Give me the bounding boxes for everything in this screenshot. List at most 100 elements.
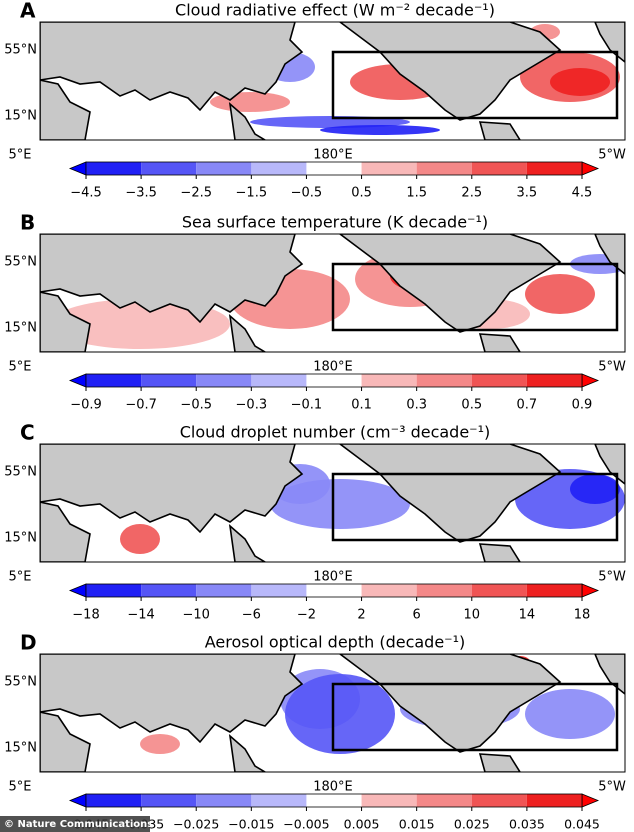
land (228, 524, 267, 562)
colorbar-segment (526, 162, 582, 175)
lon-label: 180°E (313, 780, 353, 795)
land (478, 121, 521, 140)
colorbar-extend (68, 373, 87, 388)
study-region (331, 262, 619, 332)
colorbar-segment (196, 584, 252, 597)
panel-letter: A (20, 0, 36, 23)
land (478, 543, 521, 562)
colorbar-tick-label: −0.7 (125, 398, 157, 413)
colorbar-segment (306, 374, 362, 387)
map (39, 233, 626, 353)
colorbar-segment (361, 374, 417, 387)
colorbar-tick-label: −1.5 (236, 186, 268, 201)
colorbar-tick-label: −10 (183, 608, 210, 623)
colorbar-segment (141, 584, 197, 597)
colorbar-segment (306, 794, 362, 807)
anomaly-region (120, 524, 160, 554)
colorbar-segment (416, 794, 472, 807)
colorbar-tick-label: 0.5 (461, 398, 482, 413)
colorbar-tick-label: −0.3 (236, 398, 268, 413)
colorbar-extend (68, 793, 87, 808)
colorbar-segment (251, 794, 307, 807)
colorbar-tick-label: −0.9 (70, 398, 102, 413)
map-content (40, 444, 625, 562)
colorbar-tick-label: 0.1 (351, 398, 372, 413)
anomaly-region (285, 674, 395, 754)
colorbar-tick-label: 0.7 (517, 398, 538, 413)
lon-label: 180°E (313, 360, 353, 375)
map-frame (39, 21, 626, 141)
panel-title: Cloud radiative effect (W m⁻² decade⁻¹) (175, 1, 495, 20)
colorbar-segment (86, 374, 142, 387)
anomaly-region (525, 689, 615, 739)
colorbar-segment (526, 584, 582, 597)
colorbar-segment (251, 584, 307, 597)
colorbar-extend (581, 583, 600, 598)
land (338, 234, 562, 333)
colorbar-segment (196, 162, 252, 175)
map (39, 653, 626, 773)
land (40, 234, 304, 324)
study-region (331, 472, 619, 542)
lon-label: 5°W (598, 780, 626, 795)
colorbar-tick-label: −0.005 (283, 817, 329, 832)
colorbar-segment (141, 374, 197, 387)
colorbar-segment (416, 374, 472, 387)
anomaly-region (570, 474, 620, 504)
colorbar-extend (68, 583, 87, 598)
colorbar-tick-label: −0.5 (180, 398, 212, 413)
colorbar-segment (196, 374, 252, 387)
colorbar-tick-label: 10 (464, 608, 481, 623)
watermark-box: © Nature Communications (0, 816, 153, 832)
colorbar-tick-label: 18 (574, 608, 591, 623)
lat-label: 15°N (4, 109, 37, 124)
colorbar-tick-label: 2.5 (461, 186, 482, 201)
colorbar-segment (141, 162, 197, 175)
colorbar-tick-label: −0.025 (173, 817, 219, 832)
colorbar-extend (581, 373, 600, 388)
panel-title: Aerosol optical depth (decade⁻¹) (205, 633, 466, 652)
map-frame (39, 233, 626, 353)
anomaly-region (50, 299, 230, 349)
colorbar-segment (141, 794, 197, 807)
lon-label: 180°E (313, 148, 353, 163)
lon-label: 5°E (9, 148, 32, 163)
land (40, 501, 91, 562)
anomaly-region (320, 125, 440, 135)
colorbar-tick-label: −4.5 (70, 186, 102, 201)
land (228, 314, 267, 352)
colorbar-extend (68, 161, 87, 176)
colorbar-tick-label: −0.1 (291, 398, 323, 413)
colorbar-tick-label: −14 (127, 608, 154, 623)
colorbar-segment (471, 794, 527, 807)
watermark-bg (0, 816, 150, 832)
colorbar-tick-label: 4.5 (572, 186, 593, 201)
land (338, 654, 562, 753)
land (40, 444, 304, 534)
colorbar-segment (251, 374, 307, 387)
land (40, 711, 91, 772)
colorbar-segment (416, 162, 472, 175)
land (338, 22, 562, 121)
colorbar-tick-label: −2.5 (180, 186, 212, 201)
lon-label: 180°E (313, 570, 353, 585)
land (478, 333, 521, 352)
colorbar-segment (361, 584, 417, 597)
lat-label: 55°N (4, 465, 37, 480)
colorbar-frame (85, 583, 583, 598)
colorbar-tick-label: 1.5 (406, 186, 427, 201)
map-frame (39, 443, 626, 563)
lon-label: 5°E (9, 570, 32, 585)
lat-label: 15°N (4, 321, 37, 336)
map (39, 21, 626, 141)
panel-title: Sea surface temperature (K decade⁻¹) (182, 213, 488, 232)
colorbar-frame (85, 161, 583, 176)
colorbar-segment (86, 584, 142, 597)
anomaly-region (525, 274, 595, 314)
map-frame (39, 653, 626, 773)
lon-label: 5°E (9, 360, 32, 375)
lon-label: 5°W (598, 570, 626, 585)
colorbar-tick-label: 3.5 (517, 186, 538, 201)
land (40, 79, 91, 140)
